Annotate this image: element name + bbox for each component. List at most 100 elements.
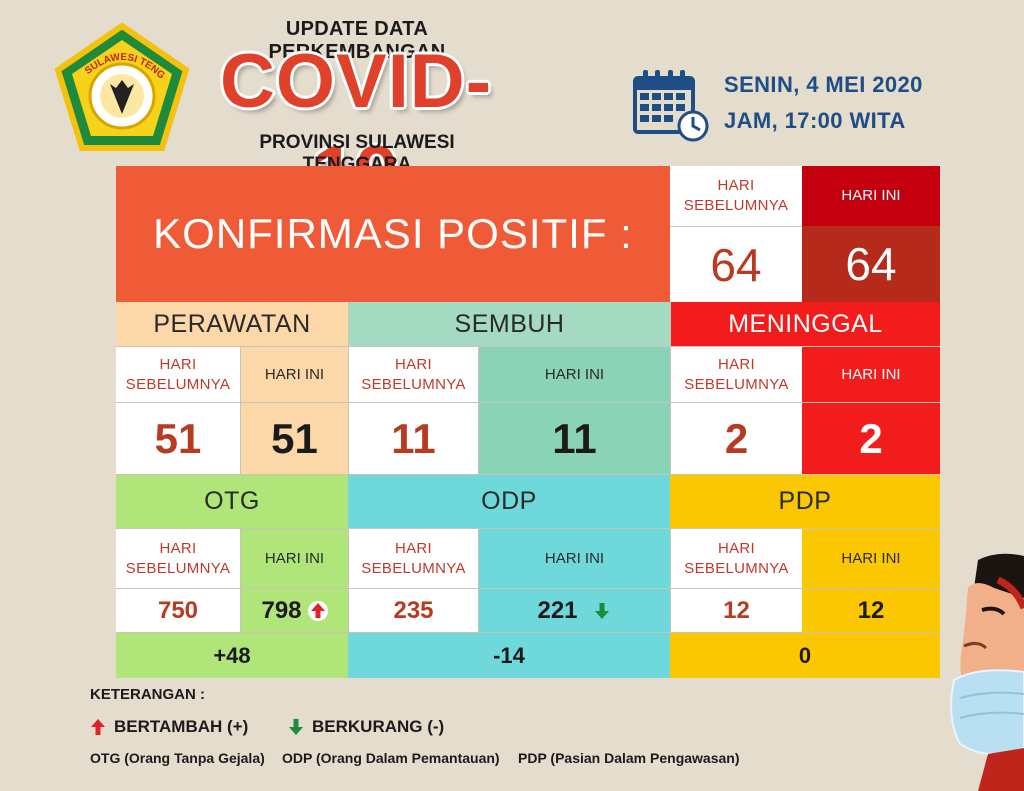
otg-label: OTG (204, 487, 260, 515)
arrow-down-icon (289, 719, 303, 735)
perawatan-today-header: HARI INI (240, 346, 348, 402)
prev-label-line1: HARI (159, 539, 197, 557)
perawatan-today-value: 51 (271, 414, 318, 462)
today-label: HARI INI (544, 365, 605, 383)
meninggal-label: MENINGGAL (728, 309, 883, 338)
otg-prev-value: 750 (157, 596, 199, 624)
today-label: HARI INI (841, 187, 901, 204)
pdp-header: PDP (670, 474, 940, 528)
sembuh-prev-header: HARI SEBELUMNYA (348, 346, 478, 402)
konfirmasi-today-header: HARI INI (802, 166, 940, 226)
today-label: HARI INI (544, 549, 605, 567)
odp-prev-header: HARI SEBELUMNYA (348, 528, 478, 588)
otg-today-value: 798 (261, 596, 302, 624)
odp-change-cell: -14 (348, 632, 670, 678)
konfirmasi-prev-value-cell: 64 (670, 226, 802, 302)
prev-label-line1: HARI (394, 355, 433, 373)
prev-label-line2: SEBELUMNYA (361, 375, 466, 393)
legend-up-label: BERTAMBAH (+) (114, 717, 249, 736)
meninggal-prev-value-cell: 2 (670, 402, 802, 474)
pdp-change: 0 (798, 642, 812, 668)
otg-header: OTG (116, 474, 348, 528)
odp-prev-value: 235 (393, 596, 434, 624)
report-date: SENIN, 4 MEI 2020 (724, 72, 923, 97)
otg-prev-value-cell: 750 (116, 588, 240, 632)
arrow-up-icon (91, 719, 105, 735)
sembuh-prev-value-cell: 11 (348, 402, 478, 474)
today-label: HARI INI (264, 549, 325, 567)
prev-label-line1: HARI (159, 355, 197, 373)
keterangan-title: KETERANGAN : (90, 686, 205, 703)
odp-prev-value-cell: 235 (348, 588, 478, 632)
arrow-down-icon (594, 602, 609, 619)
prev-label-line1: HARI (717, 539, 756, 557)
pdp-change-cell: 0 (670, 632, 940, 678)
sembuh-today-value-cell: 11 (478, 402, 670, 474)
odp-header: ODP (348, 474, 670, 528)
konfirmasi-prev-value: 64 (710, 238, 762, 291)
meninggal-prev-value: 2 (724, 414, 749, 462)
otg-definition: OTG (Orang Tanpa Gejala) (90, 750, 265, 766)
prev-label-line2: SEBELUMNYA (361, 559, 466, 577)
meninggal-header: MENINGGAL (670, 302, 940, 346)
pdp-prev-header: HARI SEBELUMNYA (670, 528, 802, 588)
perawatan-header: PERAWATAN (116, 302, 348, 346)
pdp-today-value-cell: 12 (802, 588, 940, 632)
today-label: HARI INI (841, 549, 901, 567)
konfirmasi-positif-label: KONFIRMASI POSITIF : (153, 210, 633, 257)
otg-today-value-cell: 798 (240, 588, 348, 632)
konfirmasi-today-value-cell: 64 (802, 226, 940, 302)
legend-up: BERTAMBAH (+) (90, 717, 248, 737)
pdp-today-header: HARI INI (802, 528, 940, 588)
sembuh-header: SEMBUH (348, 302, 670, 346)
meninggal-today-header: HARI INI (802, 346, 940, 402)
konfirmasi-positif-label-cell: KONFIRMASI POSITIF : (116, 166, 670, 302)
update-heading: UPDATE DATA PERKEMBANGAN (268, 18, 446, 63)
meninggal-today-value-cell: 2 (802, 402, 940, 474)
sembuh-prev-value: 11 (391, 414, 436, 462)
prev-label-line2: SEBELUMNYA (683, 197, 789, 214)
today-label: HARI INI (841, 365, 901, 383)
otg-change-cell: +48 (116, 632, 348, 678)
prev-label-line1: HARI (394, 539, 433, 557)
otg-change: +48 (213, 642, 251, 668)
odp-label: ODP (481, 487, 537, 515)
pdp-prev-value: 12 (723, 596, 750, 624)
odp-today-header: HARI INI (478, 528, 670, 588)
sembuh-today-value: 11 (552, 414, 597, 462)
pdp-definition: PDP (Pasian Dalam Pengawasan) (518, 750, 740, 766)
province-emblem-logo: SULAWESI TENGGARA (52, 22, 190, 151)
report-time: JAM, 17:00 WITA (724, 108, 906, 133)
prev-label-line2: SEBELUMNYA (684, 375, 789, 393)
prev-label-line1: HARI (717, 355, 756, 373)
meninggal-today-value: 2 (859, 414, 883, 462)
perawatan-label: PERAWATAN (153, 309, 311, 338)
masked-person-illustration (950, 553, 1024, 791)
otg-today-header: HARI INI (240, 528, 348, 588)
pdp-label: PDP (778, 487, 832, 515)
odp-today-value-cell: 221 (478, 588, 670, 632)
pdp-today-value: 12 (857, 596, 885, 624)
odp-definition: ODP (Orang Dalam Pemantauan) (282, 750, 500, 766)
perawatan-prev-value: 51 (154, 414, 202, 462)
odp-today-value: 221 (537, 596, 578, 624)
prev-label-line2: SEBELUMNYA (684, 559, 789, 577)
perawatan-today-value-cell: 51 (240, 402, 348, 474)
konfirmasi-today-value: 64 (845, 238, 897, 290)
prev-label-line2: SEBELUMNYA (125, 375, 231, 393)
meninggal-prev-header: HARI SEBELUMNYA (670, 346, 802, 402)
arrow-up-icon (307, 600, 328, 621)
perawatan-prev-value-cell: 51 (116, 402, 240, 474)
today-label: HARI INI (264, 365, 325, 383)
prev-label-line2: SEBELUMNYA (125, 559, 231, 577)
sembuh-label: SEMBUH (454, 309, 565, 338)
pdp-prev-value-cell: 12 (670, 588, 802, 632)
legend-down: BERKURANG (-) (288, 717, 444, 737)
prev-label-line1: HARI (717, 177, 755, 194)
calendar-clock-icon (633, 70, 709, 142)
sembuh-today-header: HARI INI (478, 346, 670, 402)
konfirmasi-prev-header: HARI SEBELUMNYA (670, 166, 802, 226)
otg-prev-header: HARI SEBELUMNYA (116, 528, 240, 588)
odp-change: -14 (493, 642, 525, 668)
legend-down-label: BERKURANG (-) (312, 717, 445, 736)
